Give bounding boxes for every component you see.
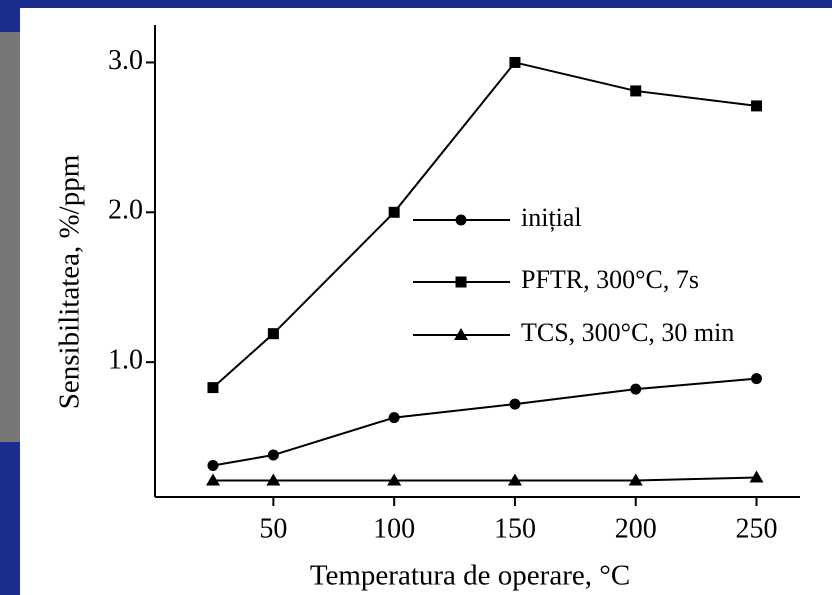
y-tick-label: 3.0 bbox=[108, 45, 143, 76]
marker bbox=[628, 473, 643, 486]
legend-label: PFTR, 300°C, 7s bbox=[521, 265, 699, 294]
marker bbox=[509, 56, 521, 68]
y-tick-label: 1.0 bbox=[108, 345, 143, 376]
chart-panel bbox=[20, 8, 832, 595]
marker bbox=[388, 206, 400, 218]
x-axis-label: Temperatura de operare, °C bbox=[310, 560, 630, 592]
x-tick-label: 200 bbox=[615, 513, 657, 544]
marker bbox=[387, 473, 402, 486]
marker bbox=[454, 328, 468, 340]
y-tick-label: 2.0 bbox=[108, 195, 143, 226]
x-tick-label: 100 bbox=[373, 513, 415, 544]
y-axis-label: Sensibilitatea, %/ppm bbox=[54, 154, 86, 409]
marker bbox=[267, 328, 279, 340]
marker bbox=[267, 449, 279, 461]
legend-label: TCS, 300°C, 30 min bbox=[521, 318, 734, 347]
marker bbox=[509, 398, 521, 410]
marker bbox=[205, 473, 220, 486]
x-tick-label: 50 bbox=[259, 513, 287, 544]
marker bbox=[630, 85, 642, 97]
photo-strip bbox=[0, 32, 22, 442]
x-tick-label: 250 bbox=[736, 513, 778, 544]
marker bbox=[455, 276, 467, 288]
marker bbox=[266, 473, 281, 486]
legend-label: inițial bbox=[521, 203, 582, 232]
marker bbox=[749, 470, 764, 483]
marker bbox=[751, 100, 763, 112]
series-line bbox=[212, 377, 757, 467]
series-line bbox=[212, 476, 757, 482]
marker bbox=[630, 383, 642, 395]
marker bbox=[507, 473, 522, 486]
marker bbox=[207, 382, 219, 394]
marker bbox=[388, 412, 400, 424]
x-tick-label: 150 bbox=[494, 513, 536, 544]
marker bbox=[455, 214, 467, 226]
series-line bbox=[212, 61, 757, 389]
marker bbox=[751, 373, 763, 385]
marker bbox=[207, 460, 219, 472]
